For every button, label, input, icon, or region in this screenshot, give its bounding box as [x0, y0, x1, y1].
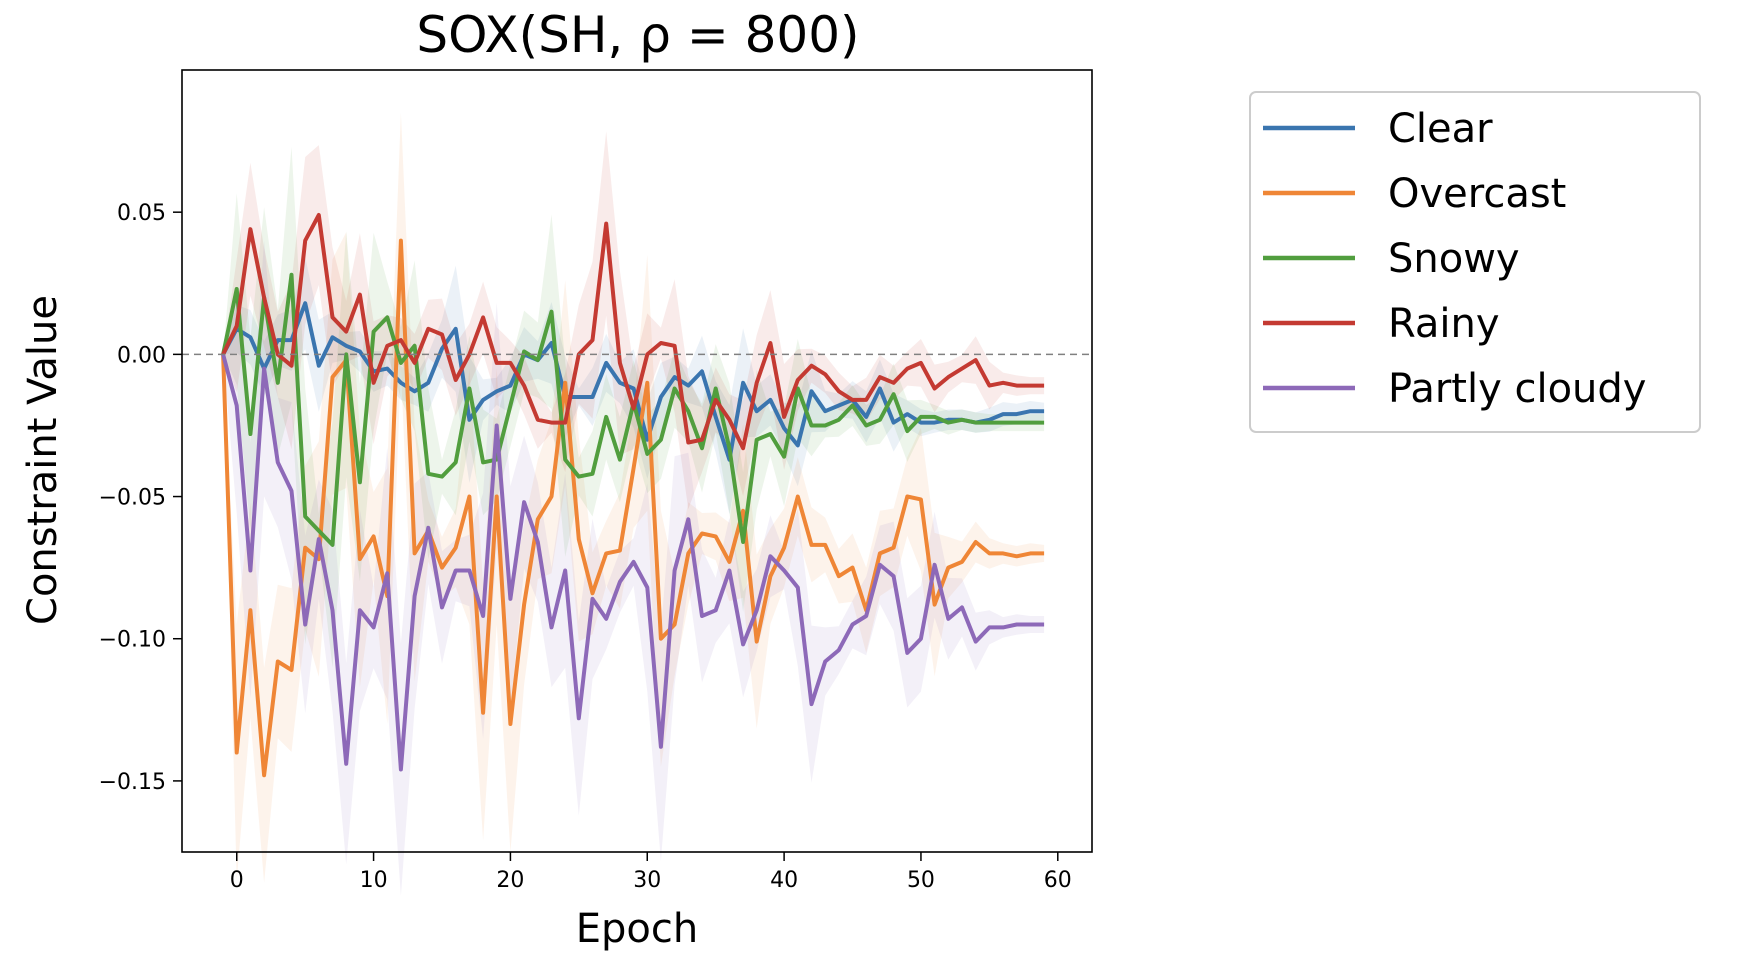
x-tick-label: 50: [907, 868, 935, 893]
chart-title: SOX(SH, ρ = 800): [416, 6, 859, 64]
legend-label: Partly cloudy: [1388, 366, 1646, 412]
band-clear: [223, 257, 1045, 515]
legend-label: Overcast: [1388, 171, 1566, 217]
y-tick-label: 0.05: [117, 201, 166, 226]
band-overcast: [223, 112, 1045, 883]
x-axis-label: Epoch: [576, 906, 698, 952]
x-tick-label: 30: [633, 868, 661, 893]
x-tick-label: 60: [1044, 868, 1072, 893]
plot-frame: [181, 69, 1093, 853]
series-line-clear: [221, 301, 1045, 462]
series-line-overcast: [221, 238, 1045, 778]
legend: Clear Overcast Snowy Rainy Partly cloudy: [1249, 91, 1701, 433]
legend-label: Rainy: [1388, 301, 1500, 347]
legend-label: Snowy: [1388, 236, 1520, 282]
x-tick-label: 0: [230, 868, 244, 893]
y-tick-label: 0.00: [117, 343, 166, 368]
y-tick-label: −0.05: [99, 486, 166, 511]
x-tick-label: 20: [496, 868, 524, 893]
x-tick-label: 40: [770, 868, 798, 893]
legend-label: Clear: [1388, 106, 1493, 152]
y-axis-ticks: 0.05 0.00 −0.05 −0.10 −0.15: [99, 201, 182, 795]
series-lines: [221, 213, 1045, 778]
x-tick-label: 10: [360, 868, 388, 893]
band-partly-cloudy: [223, 240, 1045, 896]
legend-frame: [1249, 91, 1701, 433]
y-axis-label: Constraint Value: [20, 295, 66, 625]
y-tick-label: −0.15: [99, 770, 166, 795]
x-axis-ticks: 0 10 20 30 40 50 60: [230, 852, 1072, 893]
y-tick-label: −0.10: [99, 628, 166, 653]
series-line-rainy: [221, 213, 1045, 451]
series-line-partly-cloudy: [221, 353, 1045, 772]
